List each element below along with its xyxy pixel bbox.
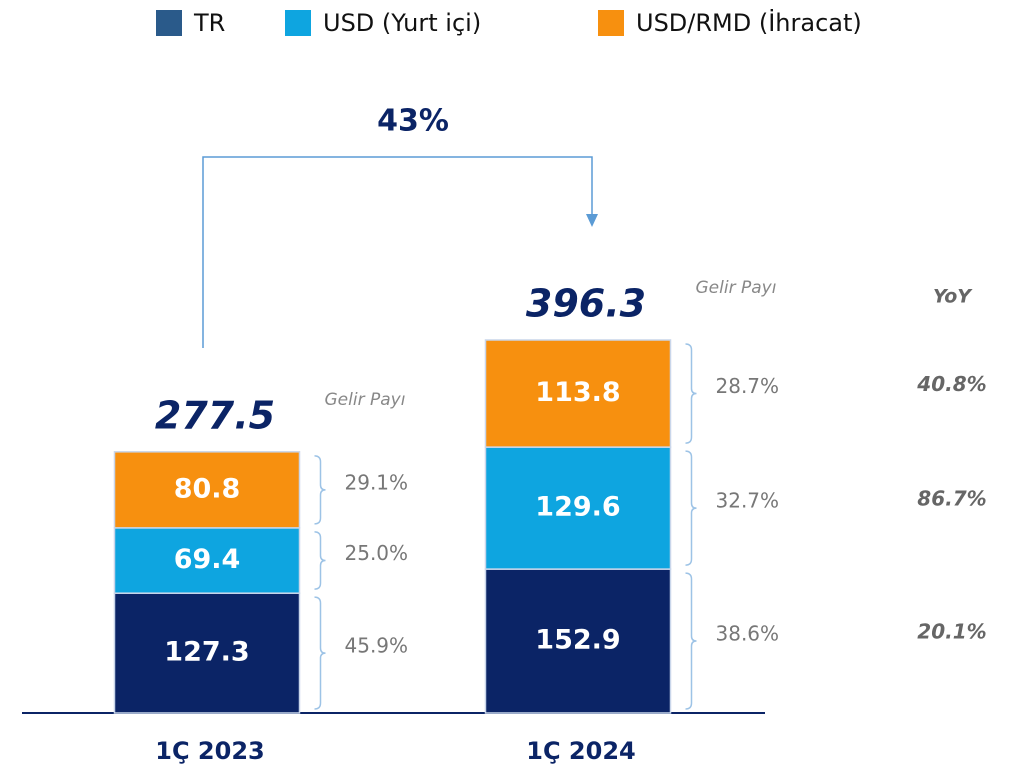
- share-bracket: [685, 572, 697, 710]
- share-label: 25.0%: [345, 541, 409, 565]
- segment-label: 80.8: [174, 473, 241, 504]
- share-label: 45.9%: [345, 634, 409, 658]
- growth-arrow: [202, 156, 593, 348]
- x-tick-label: 1Ç 2023: [155, 737, 264, 765]
- share-bracket: [685, 450, 697, 566]
- share-label: 29.1%: [345, 470, 409, 494]
- segment-label: 113.8: [535, 377, 620, 408]
- growth-label: 43%: [377, 104, 449, 139]
- share-bracket: [314, 531, 326, 590]
- share-bracket: [314, 596, 326, 710]
- total-label: 277.5: [155, 393, 275, 437]
- yoy-label: 40.8%: [916, 372, 986, 396]
- bar-segment: [113, 592, 301, 714]
- x-tick-label: 1Ç 2024: [526, 737, 635, 765]
- segment-label: 152.9: [535, 625, 620, 656]
- share-label: 38.6%: [716, 622, 780, 646]
- legend-label: TR: [193, 9, 225, 37]
- share-label: 28.7%: [716, 374, 780, 398]
- bar-segment: [484, 446, 672, 570]
- total-label: 396.3: [526, 282, 646, 326]
- segment-label: 127.3: [164, 637, 249, 668]
- legend-swatch: [598, 10, 624, 36]
- share-bracket: [685, 343, 697, 444]
- legend-swatch: [285, 10, 311, 36]
- yoy-label: 20.1%: [917, 620, 986, 644]
- segment-label: 129.6: [535, 492, 620, 523]
- legend-label: USD (Yurt içi): [323, 9, 481, 37]
- legend-swatch: [156, 10, 182, 36]
- share-label: 32.7%: [716, 489, 780, 513]
- share-bracket: [314, 455, 326, 525]
- yoy-label: 86.7%: [917, 487, 986, 511]
- arrow-head: [586, 214, 598, 227]
- share-title: Gelir Payı: [696, 278, 777, 298]
- bar-segment: [484, 568, 672, 714]
- bar-segment: [484, 339, 672, 448]
- yoy-title: YoY: [933, 286, 973, 308]
- segment-label: 69.4: [174, 544, 241, 575]
- legend-label: USD/RMD (İhracat): [636, 8, 862, 37]
- bar-segment: [113, 451, 301, 529]
- share-title: Gelir Payı: [325, 390, 406, 410]
